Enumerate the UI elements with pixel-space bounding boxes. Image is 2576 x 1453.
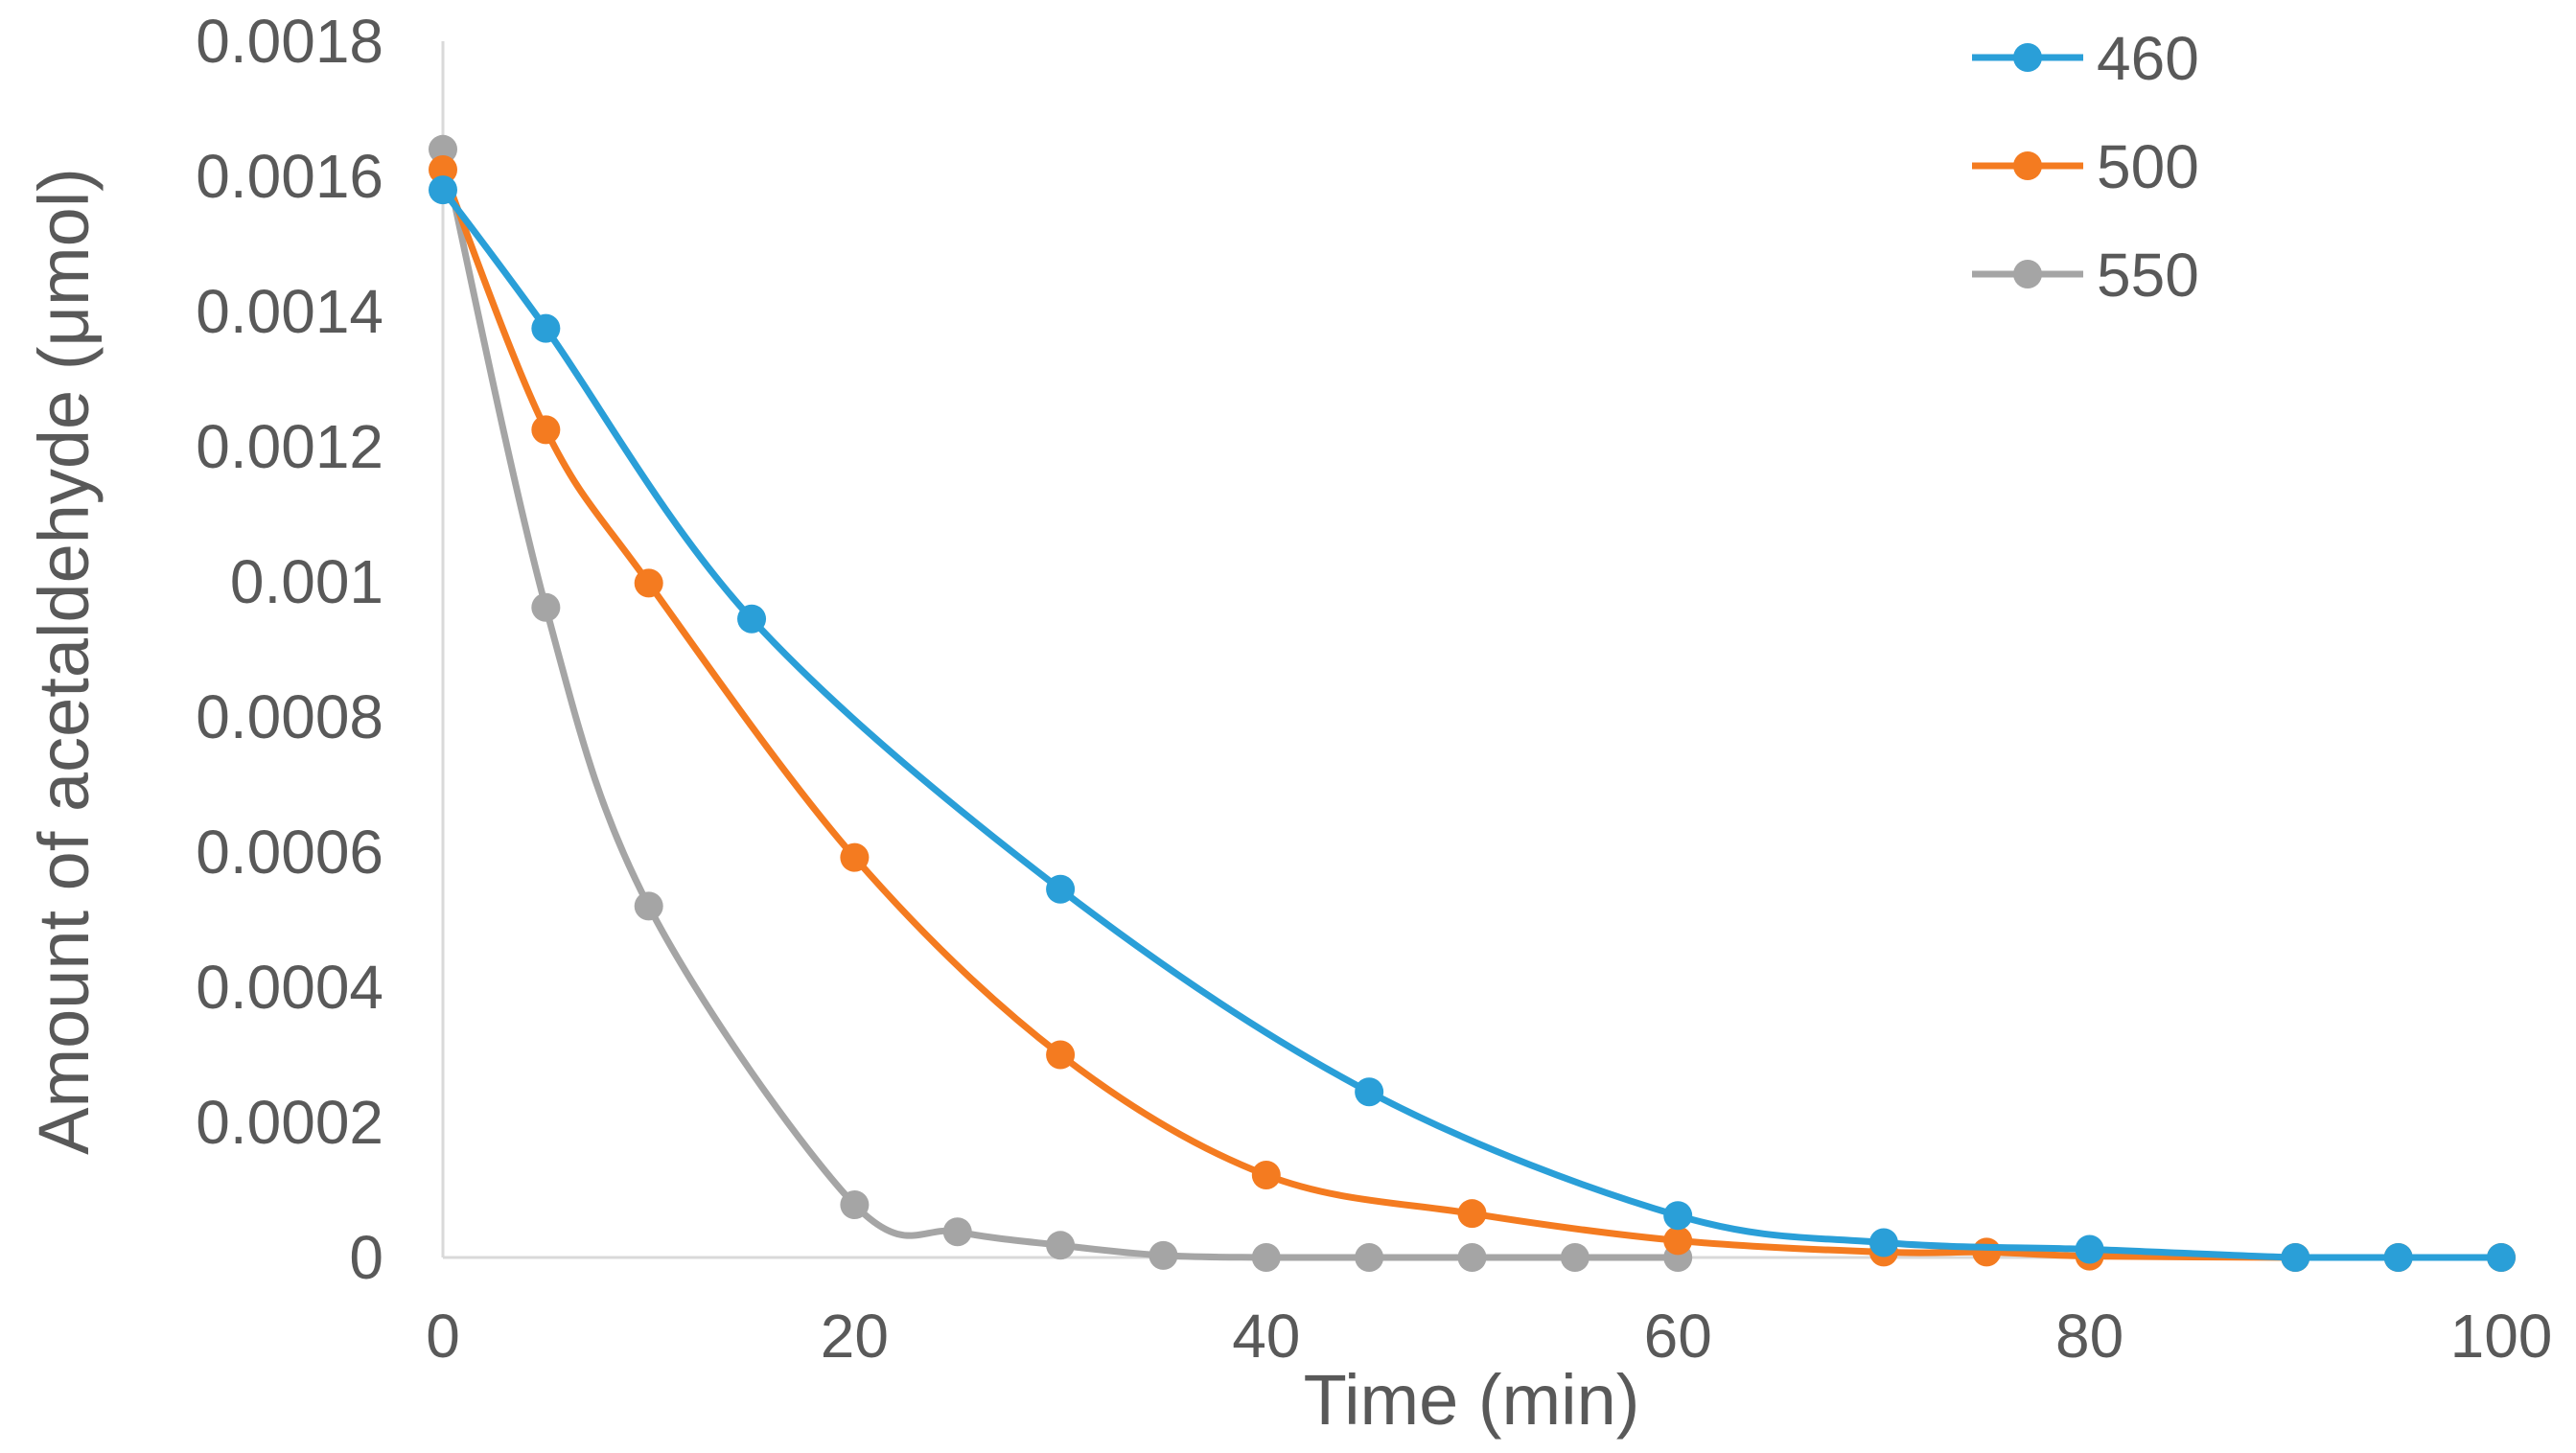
- y-tick-label: 0.0012: [196, 412, 383, 481]
- data-point-460: [429, 175, 457, 205]
- series-500: [429, 154, 2516, 1272]
- x-tick-label: 0: [426, 1302, 460, 1371]
- data-point-550: [840, 1190, 870, 1220]
- x-tick-label: 60: [1644, 1302, 1712, 1371]
- y-tick-label: 0.0002: [196, 1088, 383, 1157]
- data-point-500: [1046, 1040, 1076, 1070]
- legend: 460 500 550: [1972, 24, 2199, 310]
- x-tick-label: 80: [2055, 1302, 2123, 1371]
- data-point-500: [1251, 1160, 1281, 1189]
- data-point-500: [840, 842, 870, 872]
- series-layer: [429, 134, 2516, 1272]
- series-line-500: [439, 166, 2505, 1261]
- y-axis-title: Amount of acetaldehyde (μmol): [24, 168, 104, 1155]
- data-point-460: [1046, 874, 1076, 904]
- x-axis-title: Time (min): [1304, 1360, 1640, 1440]
- legend-swatch-marker: [2013, 43, 2042, 72]
- y-tick-label: 0.0018: [196, 7, 383, 76]
- data-point-460: [2383, 1243, 2413, 1272]
- data-point-460: [1663, 1201, 1693, 1231]
- series-460: [429, 175, 2516, 1272]
- legend-swatch-marker: [2013, 260, 2042, 288]
- data-point-500: [1457, 1199, 1487, 1229]
- data-point-500: [531, 415, 561, 445]
- x-axis-tick-labels: 0 20 40 60 80 100: [426, 1302, 2552, 1371]
- legend-label: 550: [2097, 241, 2199, 310]
- data-point-460: [2487, 1243, 2516, 1272]
- data-point-550: [429, 134, 457, 164]
- data-point-500: [429, 154, 457, 184]
- data-point-460: [737, 604, 767, 634]
- data-point-550: [1355, 1243, 1384, 1272]
- legend-label: 500: [2097, 132, 2199, 201]
- data-point-550: [1560, 1243, 1590, 1272]
- data-point-550: [1457, 1243, 1487, 1272]
- series-550: [429, 134, 1693, 1272]
- legend-swatch-marker: [2013, 151, 2042, 180]
- data-point-500: [1663, 1226, 1693, 1256]
- y-tick-label: 0.0008: [196, 682, 383, 751]
- data-point-460: [531, 313, 561, 343]
- data-point-500: [634, 568, 663, 598]
- y-tick-label: 0.001: [230, 547, 383, 616]
- series-line-460: [439, 186, 2505, 1261]
- data-point-460: [2281, 1243, 2310, 1272]
- data-point-460: [1355, 1077, 1384, 1107]
- y-tick-label: 0.0006: [196, 818, 383, 887]
- legend-item-460: 460: [1972, 24, 2199, 93]
- x-tick-label: 100: [2450, 1302, 2553, 1371]
- y-axis-tick-labels: 0 0.0002 0.0004 0.0006 0.0008 0.001 0.0012 0.00…: [196, 7, 383, 1292]
- data-point-550: [942, 1217, 972, 1247]
- y-tick-label: 0.0014: [196, 277, 383, 346]
- legend-item-550: 550: [1972, 241, 2199, 310]
- series-line-550: [439, 146, 1682, 1261]
- legend-item-500: 500: [1972, 132, 2199, 201]
- data-point-460: [2075, 1234, 2104, 1264]
- data-point-550: [1251, 1243, 1281, 1272]
- x-tick-label: 40: [1232, 1302, 1300, 1371]
- legend-label: 460: [2097, 24, 2199, 93]
- data-point-550: [531, 592, 561, 622]
- data-point-550: [634, 891, 663, 921]
- y-tick-label: 0: [349, 1223, 383, 1292]
- y-tick-label: 0.0016: [196, 142, 383, 211]
- data-point-550: [1046, 1231, 1076, 1260]
- data-point-550: [1149, 1240, 1178, 1270]
- data-point-500: [1972, 1237, 2002, 1267]
- x-tick-label: 20: [821, 1302, 889, 1371]
- data-point-460: [1868, 1228, 1898, 1257]
- y-tick-label: 0.0004: [196, 953, 383, 1022]
